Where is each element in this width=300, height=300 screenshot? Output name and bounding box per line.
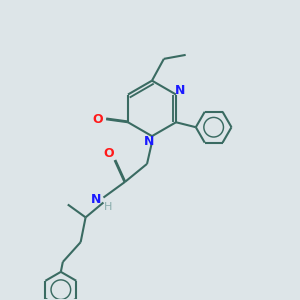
- Text: N: N: [144, 135, 154, 148]
- Text: H: H: [104, 202, 112, 212]
- Text: O: O: [92, 113, 103, 126]
- Text: N: N: [175, 84, 185, 97]
- Text: N: N: [91, 193, 102, 206]
- Text: O: O: [103, 148, 114, 160]
